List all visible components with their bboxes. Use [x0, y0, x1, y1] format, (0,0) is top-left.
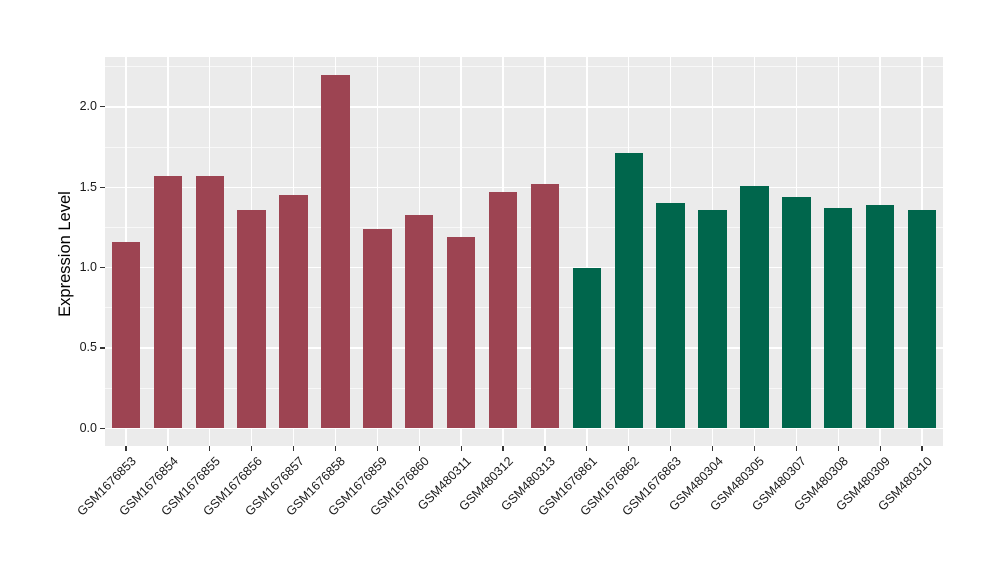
bar-GSM1676862: [614, 153, 643, 429]
x-tick-mark: [125, 446, 127, 451]
x-tick-mark: [418, 446, 420, 451]
y-tick-label: 0.0: [79, 420, 97, 435]
x-tick-mark: [209, 446, 211, 451]
gridline-vertical: [586, 57, 588, 446]
x-tick-mark: [544, 446, 546, 451]
bar-GSM1676859: [363, 228, 392, 429]
x-tick-mark: [586, 446, 588, 451]
x-tick-mark: [292, 446, 295, 451]
x-tick-mark: [167, 446, 169, 451]
y-axis-title: Expression Level: [56, 191, 74, 317]
bar-GSM1676858: [321, 74, 350, 429]
bar-GSM1676853: [111, 241, 141, 429]
x-tick-mark: [670, 446, 672, 451]
gridline-major: [105, 427, 943, 429]
bar-GSM480310: [907, 209, 937, 429]
bar-GSM480308: [824, 208, 853, 429]
bar-GSM1676861: [572, 267, 602, 429]
bar-GSM1676860: [405, 214, 434, 429]
plot-panel: [105, 57, 943, 446]
x-tick-mark: [795, 446, 797, 451]
bar-GSM1676857: [279, 195, 308, 429]
x-tick-mark: [837, 446, 839, 451]
bar-GSM480311: [446, 237, 476, 429]
y-tick-mark: [100, 347, 105, 349]
y-tick-label: 1.0: [79, 260, 97, 275]
x-tick-mark: [711, 446, 714, 451]
gridline-major: [105, 186, 943, 188]
bar-GSM480309: [865, 204, 895, 429]
x-tick-mark: [879, 446, 881, 451]
gridline-major: [105, 266, 943, 269]
gridline-minor: [105, 307, 943, 309]
y-tick-mark: [100, 186, 105, 188]
x-tick-mark: [251, 446, 253, 451]
gridline-major: [105, 106, 943, 108]
bar-GSM480304: [698, 209, 727, 429]
y-tick-label: 1.5: [79, 179, 97, 194]
x-tick-mark: [753, 446, 756, 451]
bar-GSM480305: [740, 185, 769, 429]
y-tick-label: 0.5: [79, 340, 97, 355]
gridline-minor: [105, 66, 943, 68]
x-tick-mark: [628, 446, 630, 451]
x-tick-mark: [502, 446, 504, 451]
y-tick-mark: [100, 427, 105, 429]
bar-GSM480312: [488, 192, 518, 429]
x-tick-mark: [921, 446, 923, 451]
gridline-minor: [105, 146, 943, 148]
x-tick-mark: [460, 446, 462, 451]
bar-GSM1676854: [153, 175, 183, 429]
bar-GSM480313: [530, 183, 560, 429]
x-tick-mark: [334, 446, 337, 451]
y-tick-mark: [100, 106, 105, 108]
gridline-minor: [105, 226, 943, 228]
bar-GSM1676863: [656, 203, 685, 429]
bar-GSM1676855: [195, 175, 224, 429]
bar-GSM1676856: [237, 209, 266, 429]
y-tick-mark: [100, 266, 105, 269]
gridline-major: [105, 347, 943, 349]
gridline-minor: [105, 387, 943, 389]
bar-GSM480307: [782, 196, 811, 429]
x-tick-mark: [376, 446, 378, 451]
y-tick-label: 2.0: [79, 99, 97, 114]
